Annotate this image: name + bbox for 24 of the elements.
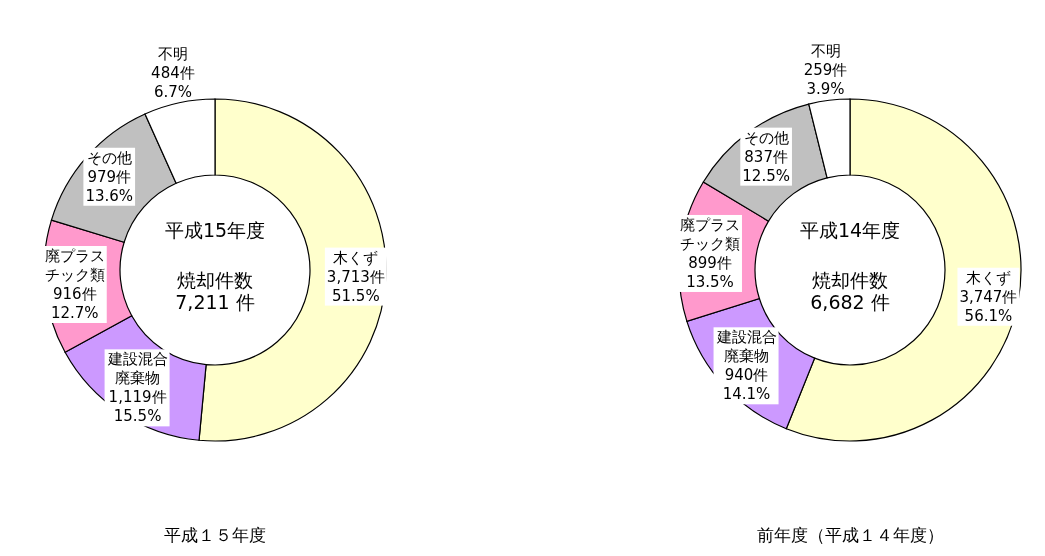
- data-label: 979件 13.6%: [85, 167, 134, 205]
- data-label: 3,747件 56.1%: [959, 287, 1018, 325]
- text: 6,682 件: [810, 291, 890, 313]
- slice-label: 廃プラスチック類: [679, 215, 740, 253]
- text: 焼却件数: [812, 269, 888, 291]
- text: 平成15年度: [164, 219, 266, 241]
- text: 平成１５年度: [164, 525, 266, 545]
- slice-label: 廃プラスチック類: [44, 247, 105, 284]
- slice-label: 建設混合廃棄物: [106, 350, 168, 388]
- data-label: 1,119件 15.5%: [108, 388, 167, 426]
- text: 平成14年度: [799, 219, 901, 241]
- slice-label: 木くず: [333, 248, 379, 267]
- data-label: 940件 14.1%: [722, 366, 771, 404]
- data-label: 837件 12.5%: [742, 147, 790, 185]
- slice-label: その他: [743, 128, 789, 147]
- text: 7,211 件: [175, 291, 255, 313]
- data-label: 899件 13.5%: [686, 253, 734, 291]
- text: 前年度（平成１４年度）: [756, 525, 944, 545]
- slice-label: 木くず: [965, 268, 1011, 287]
- data-label: 3,713件 51.5%: [326, 267, 385, 305]
- data-label: 916件 12.7%: [50, 285, 99, 322]
- slice-label: 建設混合廃棄物: [715, 328, 777, 366]
- slice-label: その他: [86, 148, 132, 167]
- text: 焼却件数: [177, 269, 253, 291]
